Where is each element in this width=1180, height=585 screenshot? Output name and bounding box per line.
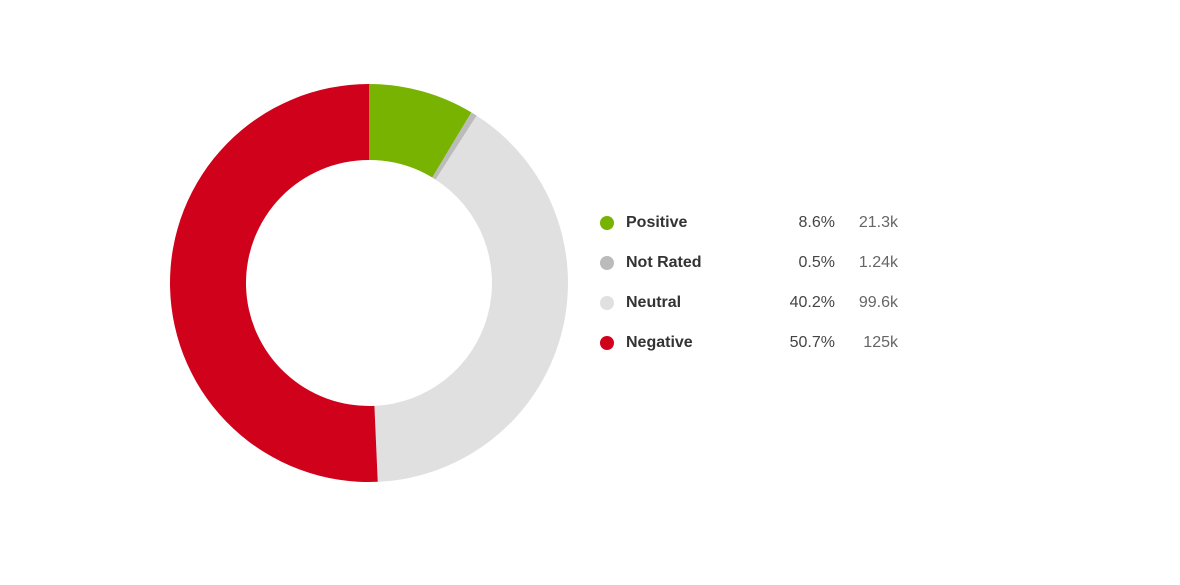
slice-neutral[interactable]: [374, 115, 568, 482]
legend-row-positive[interactable]: Positive 8.6% 21.3k: [600, 203, 900, 243]
slice-not-rated[interactable]: [432, 112, 477, 180]
legend-row-not-rated[interactable]: Not Rated 0.5% 1.24k: [600, 243, 900, 283]
legend-dot-neutral: [600, 296, 614, 310]
legend-label-not-rated: Not Rated: [626, 254, 702, 271]
legend-count-neutral: 99.6k: [858, 294, 898, 311]
legend-label-neutral: Neutral: [626, 294, 682, 311]
slice-negative[interactable]: [170, 84, 378, 482]
legend-row-negative[interactable]: Negative 50.7% 125k: [600, 323, 900, 363]
legend-percent-not-rated: 0.5%: [798, 254, 835, 271]
legend: Positive 8.6% 21.3k Not Rated 0.5% 1.24k…: [600, 203, 900, 363]
legend-row-neutral[interactable]: Neutral 40.2% 99.6k: [600, 283, 900, 323]
legend-count-negative: 125k: [863, 334, 898, 351]
legend-percent-negative: 50.7%: [789, 334, 835, 351]
legend-label-positive: Positive: [626, 214, 688, 231]
legend-count-not-rated: 1.24k: [858, 254, 898, 271]
legend-label-negative: Negative: [626, 334, 693, 351]
legend-dot-positive: [600, 216, 614, 230]
legend-dot-negative: [600, 336, 614, 350]
legend-percent-neutral: 40.2%: [789, 294, 835, 311]
slice-positive[interactable]: [369, 84, 472, 178]
donut-slices: [170, 84, 568, 482]
legend-percent-positive: 8.6%: [798, 214, 835, 231]
legend-dot-not-rated: [600, 256, 614, 270]
legend-count-positive: 21.3k: [858, 214, 898, 231]
